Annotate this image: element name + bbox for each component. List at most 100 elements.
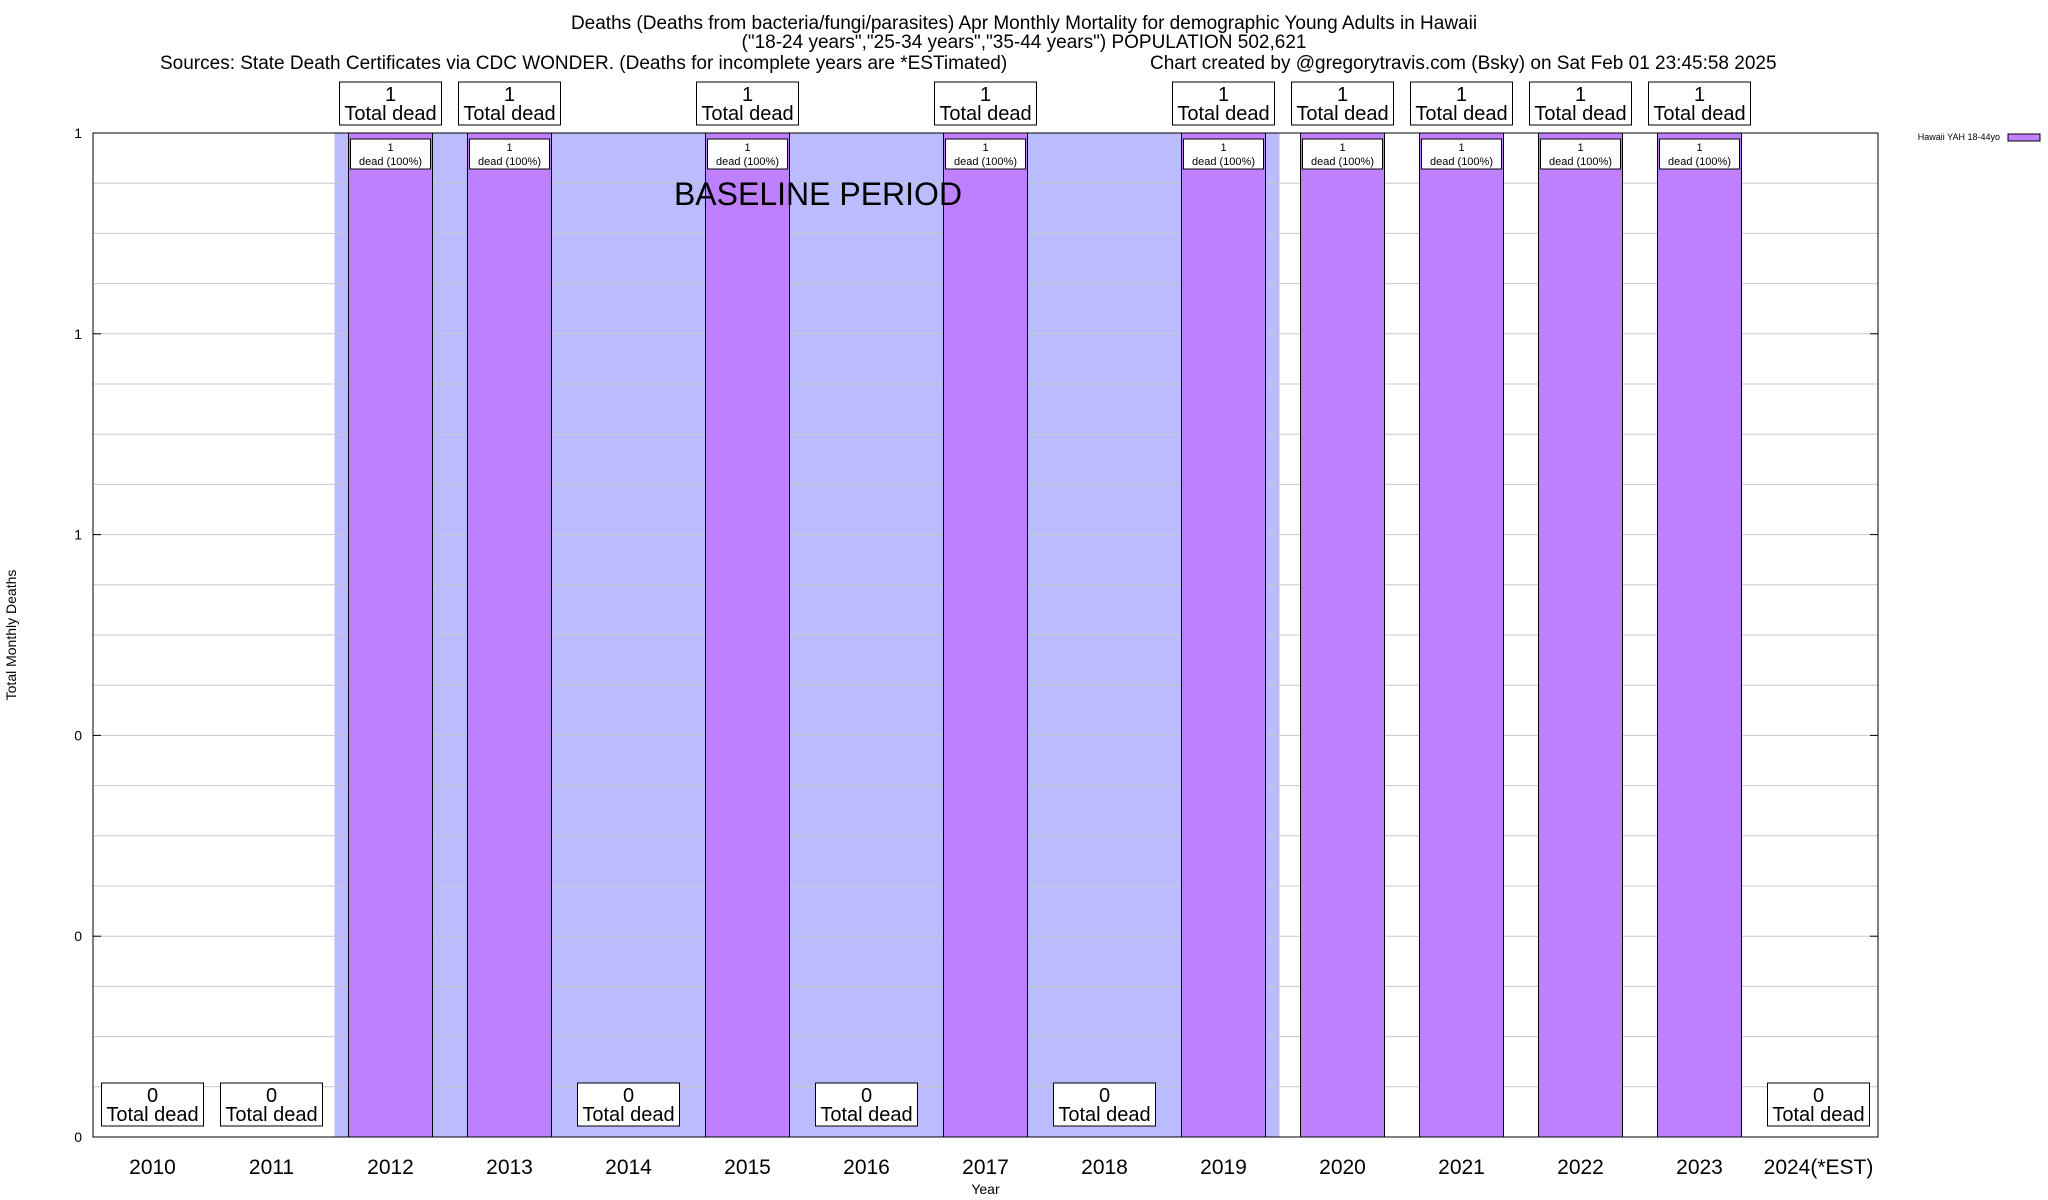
total-label-value: 1 xyxy=(980,84,991,106)
bar-inner-label-box xyxy=(1540,138,1621,170)
x-tick-label: 2022 xyxy=(1557,1156,1604,1179)
bar-inner-percent: dead (100%) xyxy=(716,156,779,168)
bar-inner-percent: dead (100%) xyxy=(954,156,1017,168)
total-label-box xyxy=(577,1082,680,1127)
chart-title-line-2: ("18-24 years","25-34 years","35-44 year… xyxy=(741,32,1307,53)
x-axis-title: Year xyxy=(971,1181,1000,1197)
total-label-word: Total dead xyxy=(820,1104,912,1126)
bar-inner-value: 1 xyxy=(1220,142,1226,154)
y-tick-label: 1 xyxy=(74,326,82,342)
y-tick-label: 1 xyxy=(74,125,82,141)
bar-inner-value: 1 xyxy=(1577,142,1583,154)
total-label-word: Total dead xyxy=(1296,103,1388,125)
bar-inner-value: 1 xyxy=(387,142,393,154)
bar-inner-label-box xyxy=(1302,138,1383,170)
plot-frame xyxy=(92,132,1879,1138)
total-label-box xyxy=(101,1082,204,1127)
total-label-value: 1 xyxy=(1218,84,1229,106)
bar-inner-label-box xyxy=(1421,138,1502,170)
total-label-box xyxy=(934,81,1037,126)
total-label-value: 0 xyxy=(1099,1085,1110,1107)
total-label-value: 1 xyxy=(742,84,753,106)
bar-inner-label-box xyxy=(350,138,431,170)
total-label-value: 1 xyxy=(1575,84,1586,106)
total-label-box xyxy=(1172,81,1275,126)
y-tick-label: 0 xyxy=(74,1129,82,1145)
chart-credit: Chart created by @gregorytravis.com (Bsk… xyxy=(1150,53,1777,74)
legend-swatch xyxy=(2007,133,2041,142)
total-label-box xyxy=(1053,1082,1156,1127)
bar-inner-value: 1 xyxy=(1339,142,1345,154)
x-tick-label: 2016 xyxy=(843,1156,890,1179)
bar-inner-value: 1 xyxy=(506,142,512,154)
x-tick-label: 2014 xyxy=(605,1156,652,1179)
y-tick-label: 0 xyxy=(74,727,82,743)
bar-inner-percent: dead (100%) xyxy=(1549,156,1612,168)
total-label-word: Total dead xyxy=(1772,1104,1864,1126)
chart-sources: Sources: State Death Certificates via CD… xyxy=(160,53,1008,74)
bar xyxy=(943,132,1028,1138)
total-label-value: 1 xyxy=(1456,84,1467,106)
x-tick-label: 2021 xyxy=(1438,1156,1485,1179)
bar-inner-value: 1 xyxy=(982,142,988,154)
bar xyxy=(1538,132,1623,1138)
y-tick-label: 0 xyxy=(74,928,82,944)
total-label-word: Total dead xyxy=(701,103,793,125)
bar-inner-percent: dead (100%) xyxy=(478,156,541,168)
total-label-box xyxy=(1767,1082,1870,1127)
bar-inner-label-box xyxy=(469,138,550,170)
total-label-box xyxy=(1291,81,1394,126)
total-label-box xyxy=(815,1082,918,1127)
bar-inner-label-box xyxy=(1659,138,1740,170)
x-tick-label: 2023 xyxy=(1676,1156,1723,1179)
chart-title-line-1: Deaths (Deaths from bacteria/fungi/paras… xyxy=(570,13,1478,34)
x-tick-label: 2017 xyxy=(962,1156,1009,1179)
total-label-box xyxy=(1410,81,1513,126)
total-label-word: Total dead xyxy=(1177,103,1269,125)
bar xyxy=(1657,132,1742,1138)
bar xyxy=(467,132,552,1138)
total-label-word: Total dead xyxy=(463,103,555,125)
total-label-box xyxy=(220,1082,323,1127)
bar-inner-percent: dead (100%) xyxy=(1430,156,1493,168)
x-tick-label: 2020 xyxy=(1319,1156,1366,1179)
total-label-word: Total dead xyxy=(1534,103,1626,125)
legend: Hawaii YAH 18-44yo xyxy=(1918,132,2041,142)
bar xyxy=(1419,132,1504,1138)
total-label-word: Total dead xyxy=(582,1104,674,1126)
bar xyxy=(705,132,790,1138)
x-tick-label: 2024(*EST) xyxy=(1764,1156,1874,1179)
bar-inner-value: 1 xyxy=(744,142,750,154)
total-label-value: 0 xyxy=(1813,1085,1824,1107)
x-tick-label: 2019 xyxy=(1200,1156,1247,1179)
bar xyxy=(1181,132,1266,1138)
total-label-box xyxy=(458,81,561,126)
total-label-word: Total dead xyxy=(1653,103,1745,125)
total-label-value: 0 xyxy=(266,1085,277,1107)
bar-inner-percent: dead (100%) xyxy=(1668,156,1731,168)
x-tick-label: 2011 xyxy=(249,1156,294,1179)
total-label-word: Total dead xyxy=(344,103,436,125)
total-label-box xyxy=(1648,81,1751,126)
total-label-value: 0 xyxy=(623,1085,634,1107)
bar-inner-label-box xyxy=(707,138,788,170)
x-tick-label: 2018 xyxy=(1081,1156,1128,1179)
total-label-box xyxy=(696,81,799,126)
total-label-value: 1 xyxy=(1694,84,1705,106)
x-tick-label: 2015 xyxy=(724,1156,771,1179)
bar-inner-percent: dead (100%) xyxy=(1311,156,1374,168)
total-label-box xyxy=(1529,81,1632,126)
total-label-value: 0 xyxy=(147,1085,158,1107)
bar-inner-percent: dead (100%) xyxy=(359,156,422,168)
x-tick-label: 2012 xyxy=(367,1156,414,1179)
total-label-word: Total dead xyxy=(939,103,1031,125)
total-label-box xyxy=(339,81,442,126)
total-label-value: 1 xyxy=(1337,84,1348,106)
total-label-word: Total dead xyxy=(1415,103,1507,125)
y-axis-title: Total Monthly Deaths xyxy=(3,570,19,701)
bar-inner-label-box xyxy=(945,138,1026,170)
total-label-value: 1 xyxy=(385,84,396,106)
x-tick-label: 2013 xyxy=(486,1156,533,1179)
